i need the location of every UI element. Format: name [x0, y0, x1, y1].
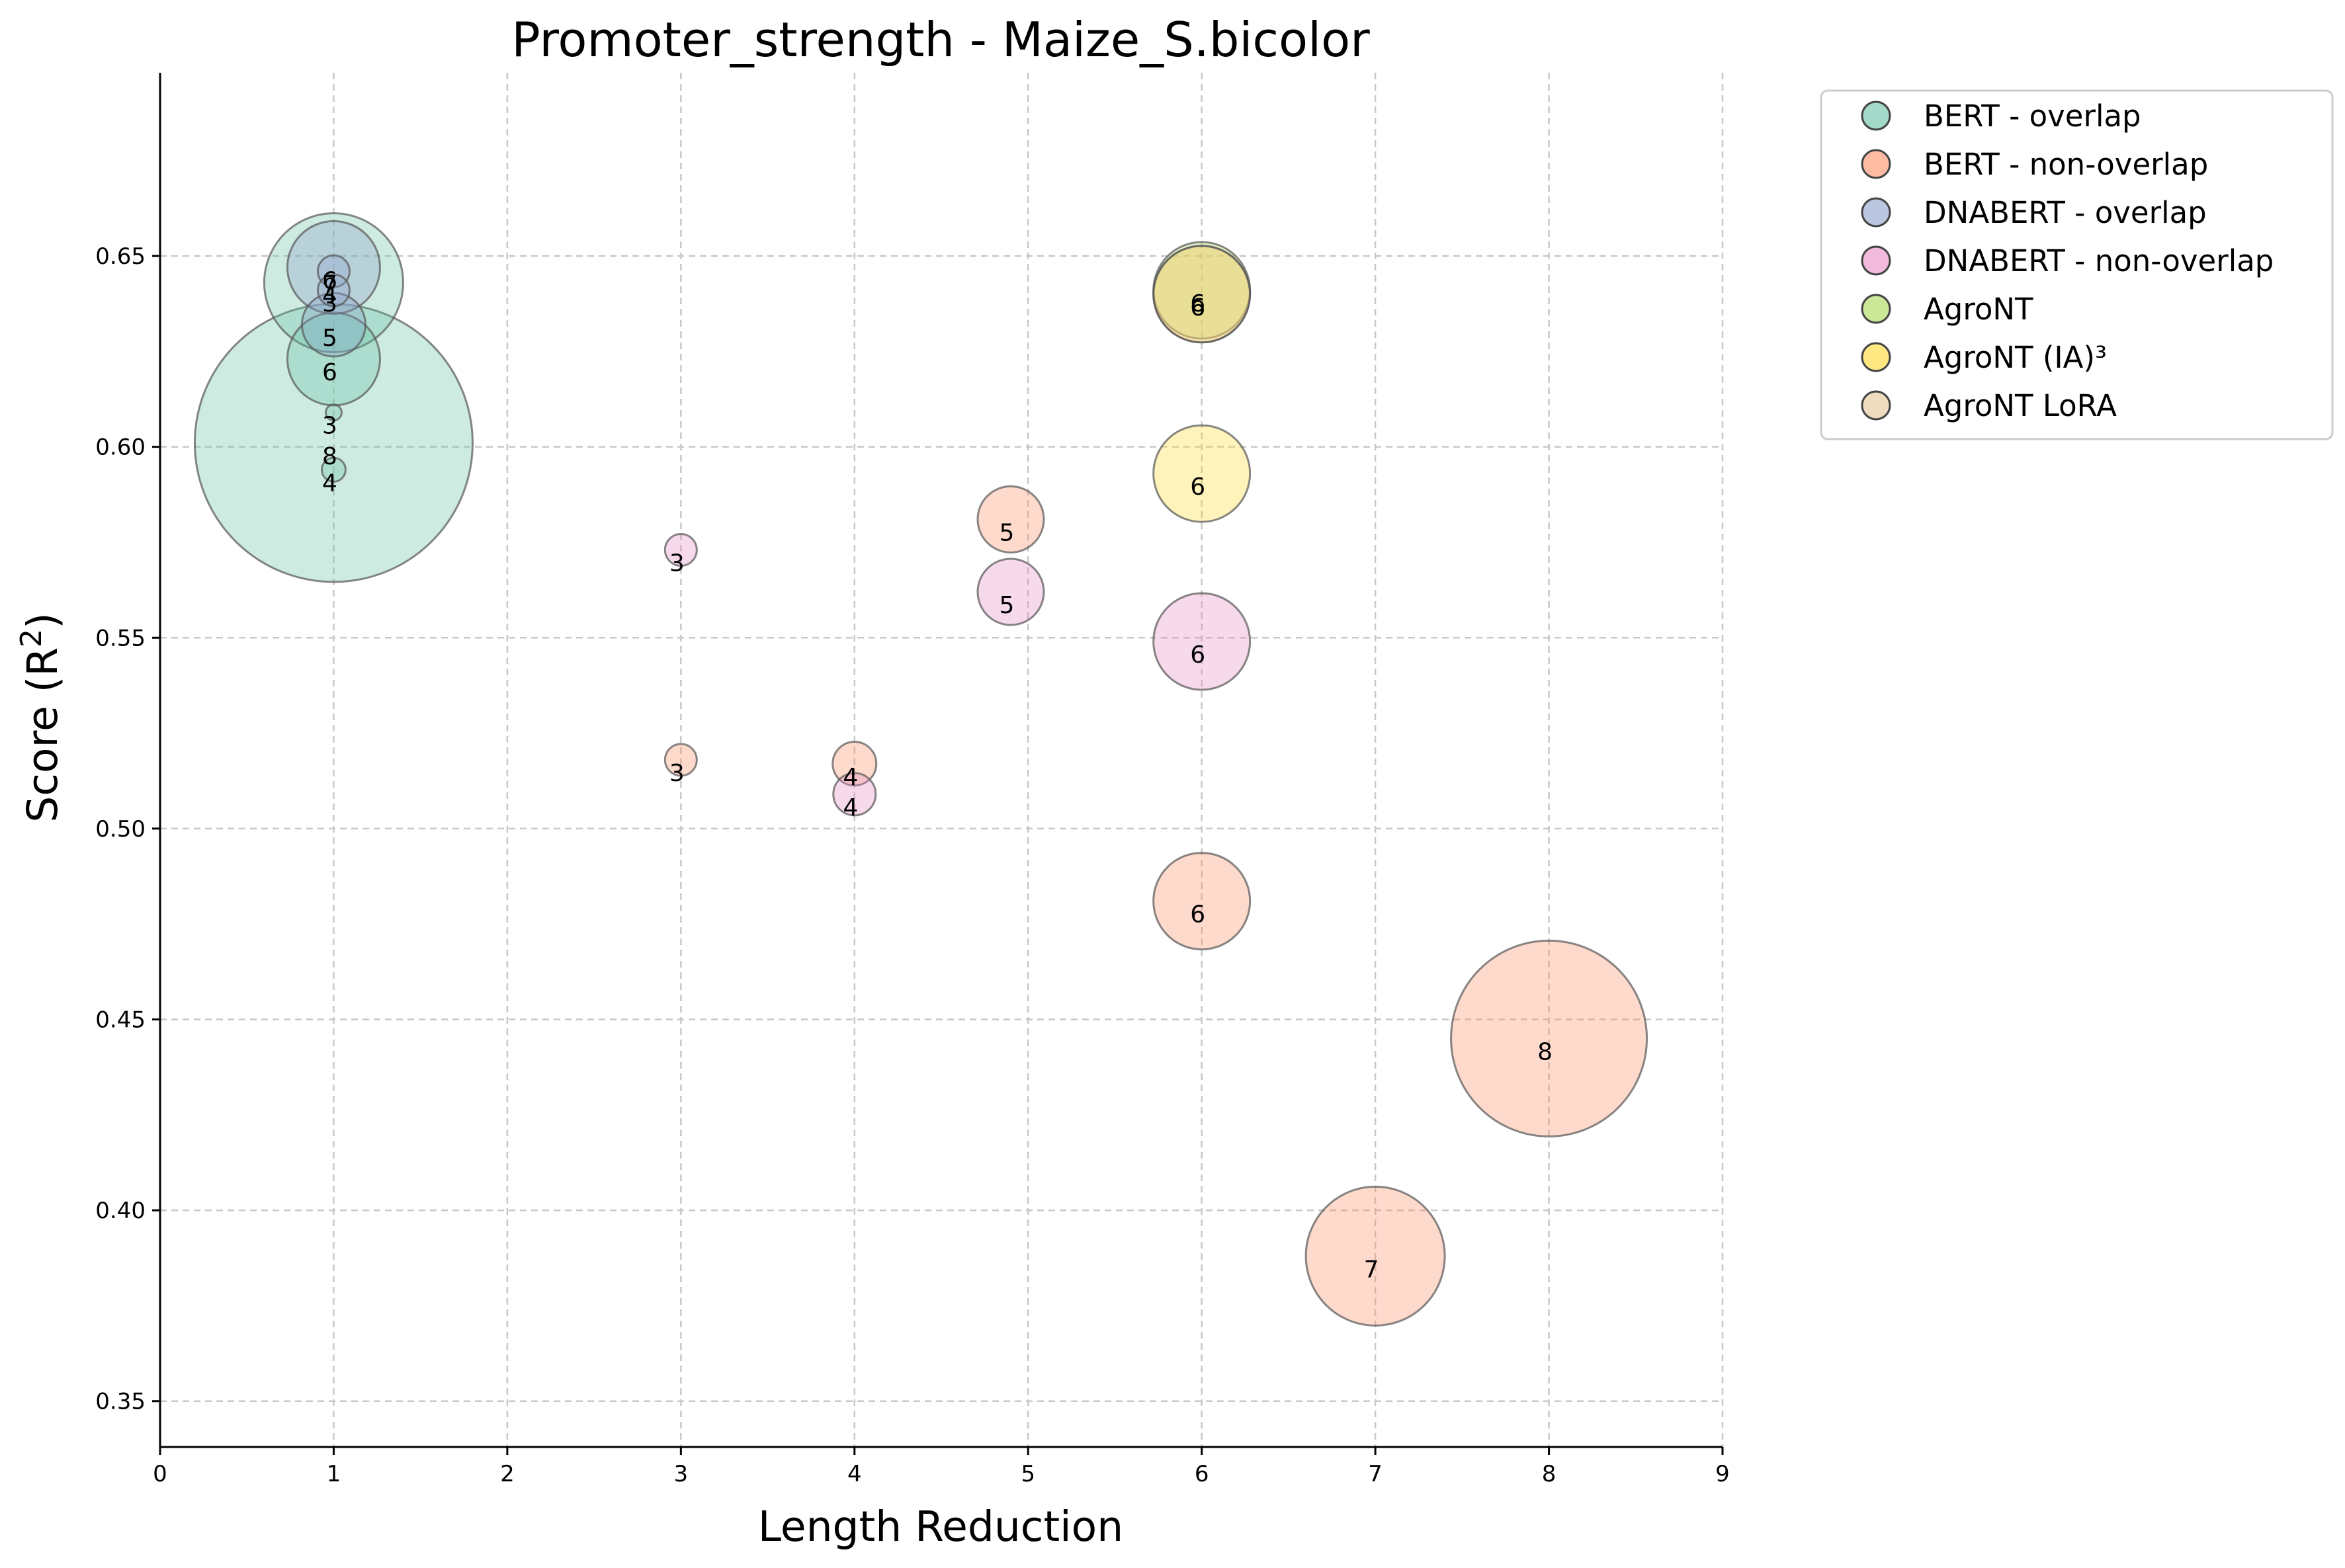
bubble-label: 6 — [1190, 294, 1205, 321]
bubble-label: 6 — [1190, 294, 1205, 321]
legend-label: DNABERT - non-overlap — [1924, 243, 2274, 278]
bubble-label: 4 — [322, 282, 337, 309]
legend-label: AgroNT (IA)³ — [1924, 340, 2107, 375]
x-tick-label: 7 — [1368, 1461, 1383, 1487]
x-tick-label: 0 — [153, 1461, 167, 1487]
bubble-point — [1152, 592, 1252, 691]
x-tick-label: 8 — [1542, 1461, 1556, 1487]
legend-label: AgroNT LoRA — [1924, 388, 2117, 423]
legend-marker — [1861, 245, 1891, 276]
bubble-point — [193, 303, 474, 583]
bubble-point — [300, 292, 366, 358]
y-tick-label: 0.40 — [95, 1198, 146, 1224]
legend-marker — [1861, 390, 1891, 421]
legend-marker — [1861, 149, 1891, 179]
legend: BERT - overlap BERT - non-overlap DNABERT … — [1820, 89, 2334, 440]
bubble-label: 7 — [1364, 1256, 1379, 1283]
bubble-label: 6 — [1190, 290, 1205, 317]
y-tick-label: 0.65 — [95, 243, 146, 270]
bubble-label: 4 — [843, 794, 858, 821]
y-axis-title-base: Score (R — [19, 647, 67, 823]
x-tick-label: 5 — [1021, 1461, 1035, 1487]
axis-ticks: 0 1 2 3 4 5 6 7 8 90.350.400.450.500.550.600.65 — [95, 243, 1730, 1487]
legend-marker — [1861, 294, 1891, 324]
chart-title: Promoter_strength - Maize_S.bicolor — [511, 12, 1370, 67]
bubble-point — [1152, 852, 1252, 951]
bubble-point — [976, 557, 1045, 626]
grid-lines — [160, 73, 1724, 1447]
x-tick-label: 4 — [847, 1461, 862, 1487]
bubble-label: 6 — [322, 267, 337, 294]
x-axis-title: Length Reduction — [758, 1503, 1123, 1551]
bubble-label: 8 — [1537, 1038, 1553, 1065]
bubble-label: 3 — [669, 550, 685, 577]
y-tick-label: 0.35 — [95, 1389, 146, 1415]
legend-frame — [1820, 89, 2334, 440]
bubble-point — [1152, 245, 1252, 344]
y-tick-label: 0.55 — [95, 625, 146, 651]
bubble-point — [663, 533, 698, 567]
x-tick-label: 1 — [327, 1461, 341, 1487]
bubble-point — [316, 254, 351, 288]
bubble-label: 6 — [322, 359, 337, 386]
bubble-label: 3 — [669, 760, 685, 787]
y-axis-title: Score (R2) — [15, 612, 67, 822]
x-tick-label: 6 — [1195, 1461, 1209, 1487]
bubble-point — [320, 456, 347, 483]
bubble-point — [1304, 1185, 1446, 1327]
legend-marker — [1861, 101, 1891, 131]
bubble-point — [976, 485, 1045, 554]
bubbles — [193, 212, 1648, 1327]
bubble-label: 4 — [322, 470, 337, 497]
bubble-label: 7 — [322, 271, 337, 298]
bubble-label: 5 — [1000, 519, 1015, 546]
legend-label: BERT - overlap — [1924, 99, 2141, 134]
legend-marker — [1861, 197, 1891, 227]
y-tick-label: 0.60 — [95, 434, 146, 461]
bubble-label: 3 — [322, 290, 337, 317]
x-tick-label: 3 — [674, 1461, 689, 1487]
bubble-point — [831, 741, 878, 787]
bubble-label: 5 — [1000, 592, 1015, 619]
x-tick-label: 2 — [500, 1461, 515, 1487]
bubble-point — [1152, 424, 1252, 523]
bubble-label: 3 — [322, 413, 337, 440]
legend-marker — [1861, 342, 1891, 372]
bubble-point — [316, 273, 351, 308]
bubble-point — [663, 743, 698, 777]
y-tick-label: 0.45 — [95, 1007, 146, 1034]
x-tick-label: 9 — [1715, 1461, 1730, 1487]
bubble-point — [1450, 939, 1648, 1137]
y-axis-title-superscript: 2 — [15, 629, 48, 647]
legend-label: BERT - non-overlap — [1924, 147, 2208, 182]
bubble-point — [286, 220, 381, 315]
bubble-label: 8 — [322, 443, 337, 470]
y-tick-label: 0.50 — [95, 816, 146, 843]
bubble-label: 6 — [1190, 641, 1205, 669]
bubble-point — [324, 403, 343, 422]
bubble-label: 6 — [1190, 474, 1205, 501]
legend-label: DNABERT - overlap — [1924, 195, 2207, 230]
legend-label: AgroNT — [1924, 292, 2033, 327]
bubble-label: 5 — [322, 325, 337, 352]
bubble-point — [263, 212, 404, 353]
bubble-label: 4 — [843, 764, 858, 791]
y-axis-title-close: ) — [19, 612, 67, 629]
bubble-point — [832, 772, 877, 817]
bubble-label: 6 — [1190, 901, 1205, 928]
